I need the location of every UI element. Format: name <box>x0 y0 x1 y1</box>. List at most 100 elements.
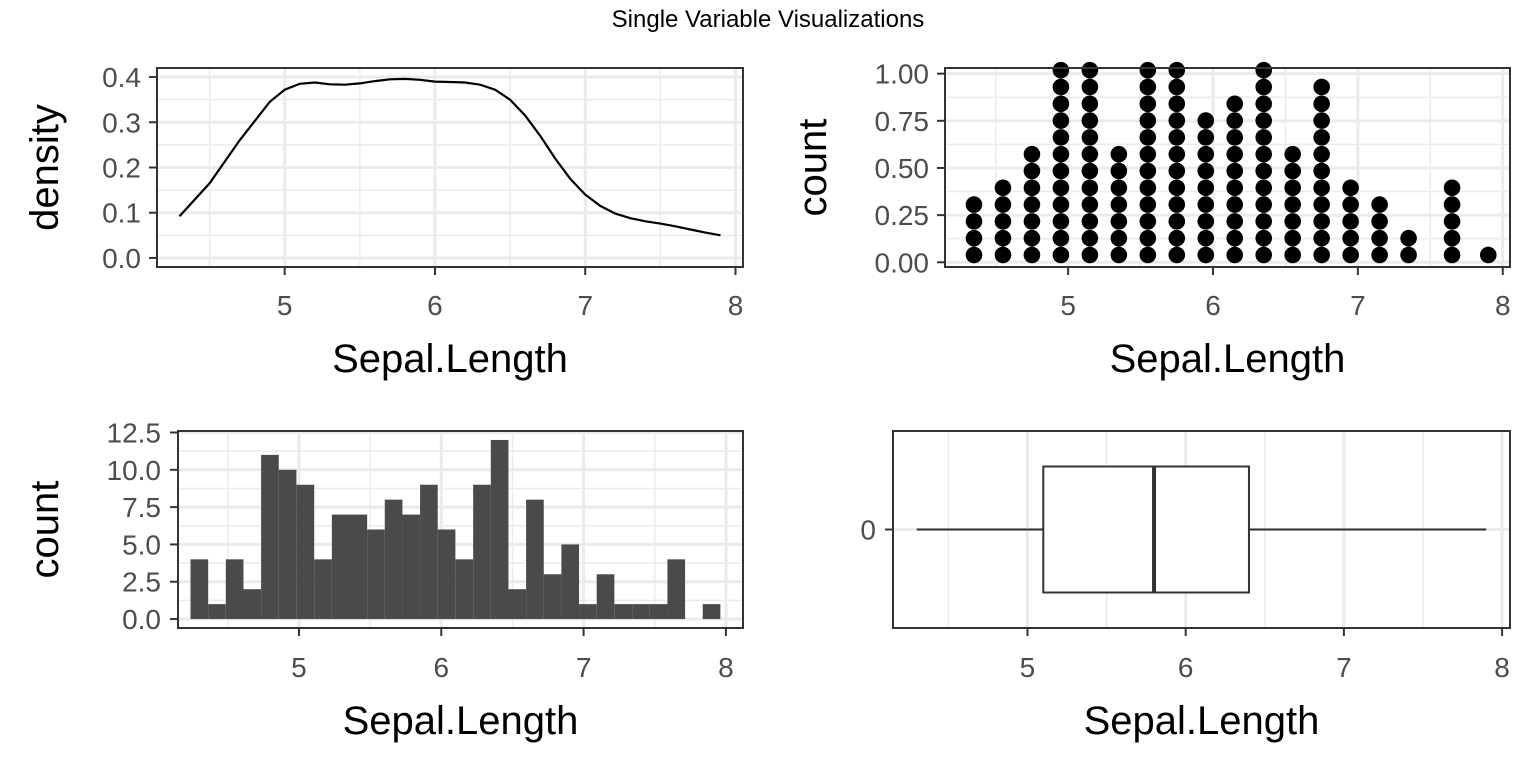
dot-point <box>965 213 983 230</box>
dot-point <box>1139 112 1157 129</box>
histogram-bar <box>702 604 721 620</box>
histogram-bar <box>561 544 580 620</box>
dot-point <box>1479 246 1497 264</box>
dot-point <box>1168 196 1186 213</box>
x-tick-label: 7 <box>1336 652 1352 683</box>
dot-point <box>965 246 983 264</box>
dot-point <box>994 213 1012 230</box>
dot-point <box>1255 196 1273 213</box>
dot-point <box>1197 129 1215 146</box>
dot-point <box>1371 213 1388 230</box>
histogram-bar <box>349 514 368 620</box>
histogram-bar <box>420 484 438 620</box>
y-tick-label: 5.0 <box>122 529 161 560</box>
dot-point <box>1052 95 1070 113</box>
dot-point <box>1342 179 1359 197</box>
dot-point <box>1443 179 1461 197</box>
histogram-bar <box>614 604 633 620</box>
dot-point <box>1110 179 1128 197</box>
y-tick-label: 2.5 <box>122 567 161 598</box>
dot-point <box>1371 229 1388 247</box>
dot-point <box>1168 213 1186 230</box>
dot-point <box>1400 246 1417 264</box>
x-axis-title: Sepal.Length <box>343 699 579 743</box>
dot-point <box>1081 179 1099 197</box>
dot-point <box>1168 129 1186 146</box>
dot-point <box>1255 179 1273 197</box>
panel-3: 5 6 7 8 0.0 2.5 5.0 7.5 10.0 12.5 Sepal.Length coun… <box>23 417 744 743</box>
histogram-bar <box>367 529 385 620</box>
histogram-bar <box>632 604 650 620</box>
dot-point <box>1313 78 1330 96</box>
y-axis-title: density <box>23 104 67 231</box>
dot-point <box>1139 179 1157 197</box>
dot-point <box>1023 246 1041 264</box>
dot-point <box>1197 145 1215 163</box>
dot-point <box>1197 229 1215 247</box>
x-tick-label: 7 <box>1350 290 1366 321</box>
histogram-bar <box>190 559 209 620</box>
dot-point <box>1400 229 1417 247</box>
y-tick-label: 0 <box>860 515 876 546</box>
y-tick-label: 0.4 <box>102 62 141 93</box>
histogram-bar <box>508 589 527 620</box>
dot-point <box>994 229 1012 247</box>
dot-point <box>1110 196 1128 213</box>
y-tick-label: 0.0 <box>102 243 141 274</box>
histogram-bar <box>314 559 332 620</box>
x-tick-label: 8 <box>718 652 734 683</box>
dot-point <box>1023 196 1041 213</box>
density-line <box>178 77 721 237</box>
dot-point <box>1139 145 1157 163</box>
dot-point <box>1197 179 1215 197</box>
dot-point <box>1139 95 1157 113</box>
dot-point <box>1168 229 1186 247</box>
dot-point <box>1255 61 1273 79</box>
dot-point <box>1081 95 1099 113</box>
dot-point <box>1342 229 1359 247</box>
dot-point <box>1226 196 1244 213</box>
dot-point <box>1052 229 1070 247</box>
histogram-bar <box>208 604 226 620</box>
dot-point <box>1052 61 1070 79</box>
dot-point <box>1284 229 1301 247</box>
dot-point <box>1081 145 1099 163</box>
dot-point <box>1371 196 1388 213</box>
dot-point <box>1226 95 1244 113</box>
dot-point <box>1168 179 1186 197</box>
dot-point <box>1081 196 1099 213</box>
x-tick-label: 6 <box>1205 290 1221 321</box>
histogram-bar <box>596 574 615 620</box>
dot-point <box>1313 213 1330 230</box>
dot-point <box>1052 162 1070 180</box>
dot-point <box>1197 196 1215 213</box>
y-tick-label: 0.1 <box>102 198 141 229</box>
dot-point <box>1226 179 1244 197</box>
x-tick-label: 8 <box>1494 652 1510 683</box>
x-tick-label: 6 <box>1178 652 1194 683</box>
dot-point <box>1168 162 1186 180</box>
histogram-bar <box>402 514 421 620</box>
dot-point <box>1023 229 1041 247</box>
dot-point <box>1197 246 1215 264</box>
dot-point <box>1139 78 1157 96</box>
dot-point <box>1052 196 1070 213</box>
dot-point <box>1255 229 1273 247</box>
histogram-bar <box>473 484 491 620</box>
histogram-bar <box>296 484 315 620</box>
page-title: Single Variable Visualizations <box>611 6 925 33</box>
dot-point <box>1052 129 1070 146</box>
dot-point <box>1255 213 1273 230</box>
dot-point <box>1023 179 1041 197</box>
y-axis-title: count <box>791 119 835 217</box>
y-tick-label: 0.0 <box>122 604 161 635</box>
y-tick-label: 12.5 <box>107 417 162 448</box>
dot-point <box>1168 61 1186 79</box>
dot-point <box>1110 162 1128 180</box>
dot-point <box>1284 213 1301 230</box>
dot-point <box>1226 246 1244 264</box>
dot-point <box>1313 95 1330 113</box>
dot-point <box>994 196 1012 213</box>
x-tick-label: 5 <box>277 290 293 321</box>
